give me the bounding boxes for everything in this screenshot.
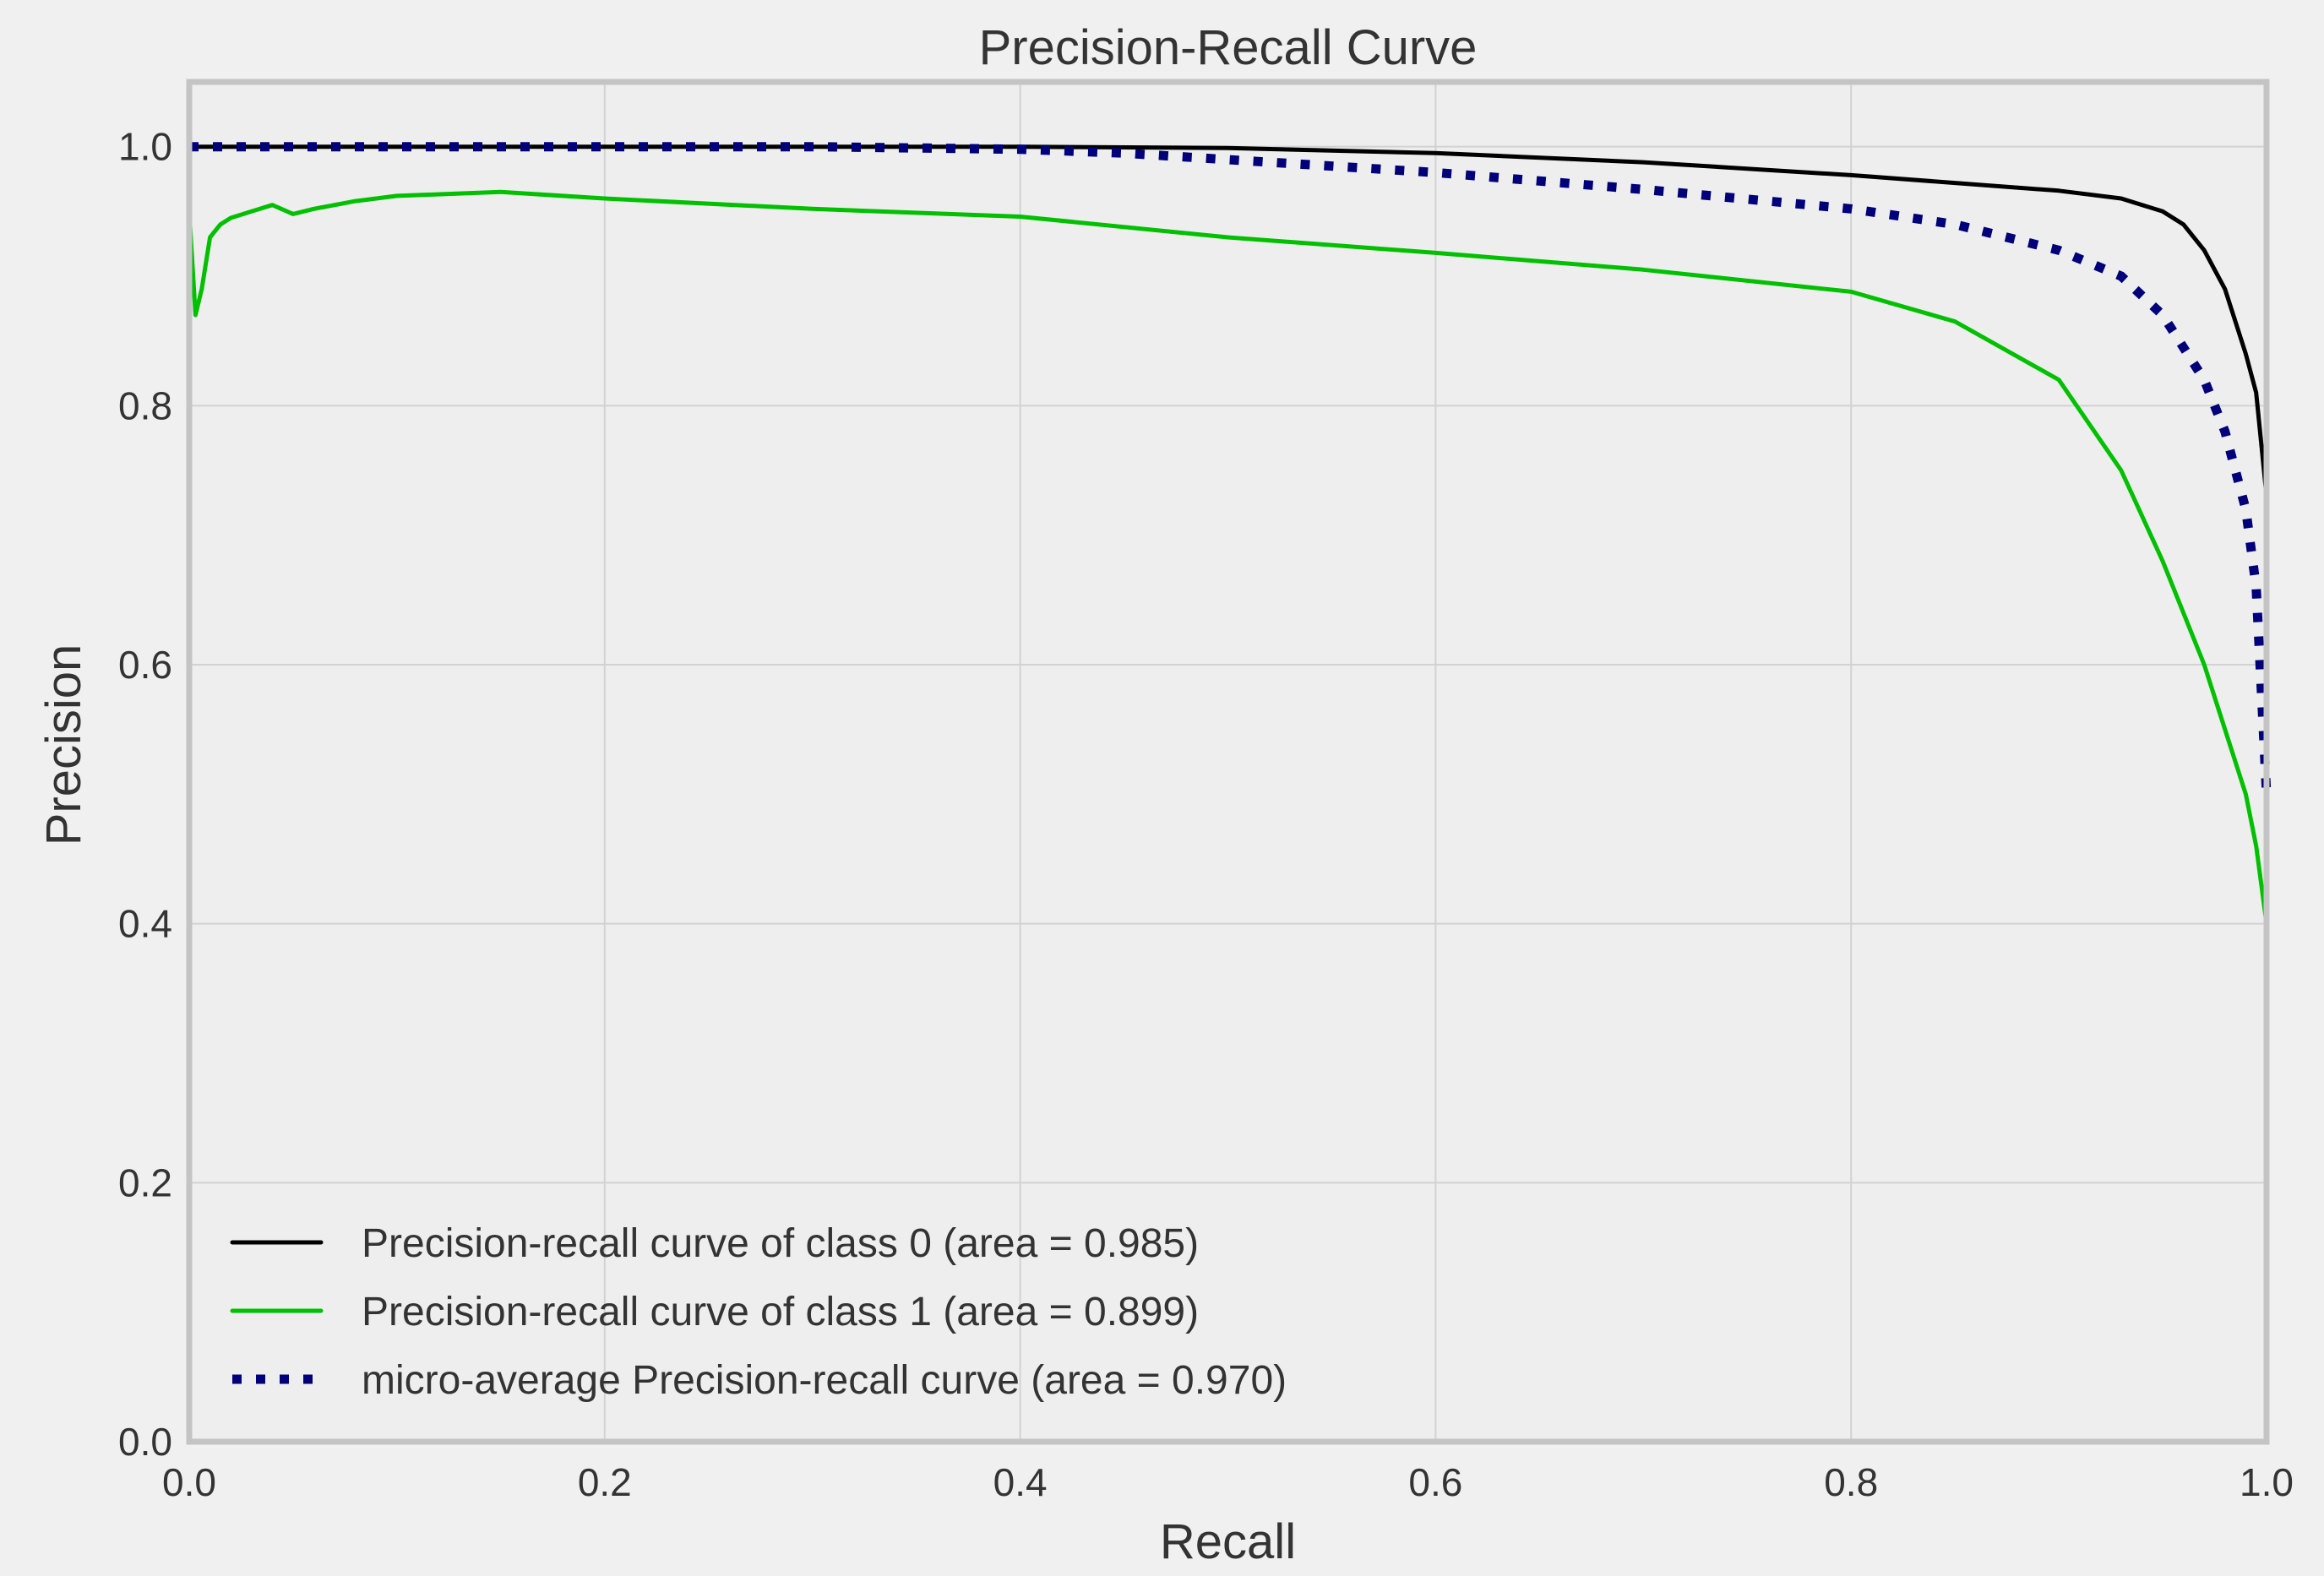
legend-label-1: Precision-recall curve of class 1 (area … xyxy=(362,1290,1199,1334)
x-tick-label: 0.4 xyxy=(993,1460,1048,1504)
plot-area xyxy=(189,82,2267,1442)
y-tick-label: 0.6 xyxy=(118,643,172,687)
x-tick-label: 0.2 xyxy=(578,1460,632,1504)
series-line-2 xyxy=(189,142,2272,795)
x-axis-label: Recall xyxy=(1160,1514,1296,1569)
y-tick-label: 0.2 xyxy=(118,1160,172,1204)
x-tick-label: 1.0 xyxy=(2240,1460,2294,1504)
y-tick-label: 0.8 xyxy=(118,383,172,427)
y-tick-label: 0.4 xyxy=(118,902,172,946)
plot-frame xyxy=(186,79,2270,1445)
legend: Precision-recall curve of class 0 (area … xyxy=(230,1221,1287,1403)
y-axis-label: Precision xyxy=(36,644,91,846)
x-tick-label: 0.8 xyxy=(1824,1460,1878,1504)
x-tick-label: 0.0 xyxy=(162,1460,216,1504)
chart-title: Precision-Recall Curve xyxy=(979,20,1478,75)
y-tick-label: 0.0 xyxy=(118,1420,172,1464)
y-tick-label: 1.0 xyxy=(118,125,172,169)
legend-label-0: Precision-recall curve of class 0 (area … xyxy=(362,1221,1199,1266)
tick-labels: 0.0 0.2 0.4 0.6 0.8 1.0 0.0 0.2 0.4 0.6 0.8 1.0 xyxy=(118,125,2294,1504)
x-tick-label: 0.6 xyxy=(1408,1460,1462,1504)
series-line-1 xyxy=(187,189,2269,927)
legend-label-2: micro-average Precision-recall curve (ar… xyxy=(362,1358,1287,1403)
series-layer xyxy=(187,142,2272,927)
